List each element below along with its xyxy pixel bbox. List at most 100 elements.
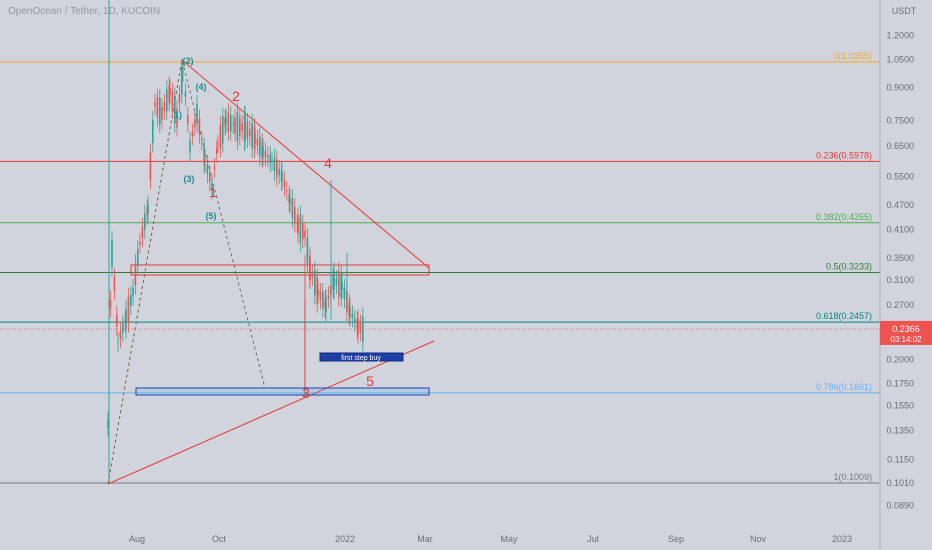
resistance-trendline: [181, 59, 430, 269]
candle-body: [341, 282, 343, 290]
candle-body: [201, 139, 203, 141]
candle-body: [314, 270, 316, 296]
candle-body: [251, 122, 253, 149]
candle-body: [198, 118, 201, 135]
candle-body: [325, 298, 327, 313]
candle-body: [259, 136, 261, 157]
candle-body: [189, 140, 191, 153]
wave-label: 3: [302, 385, 310, 401]
candle-body: [196, 103, 198, 124]
candle-body: [149, 152, 152, 180]
y-tick-label: 0.2000: [886, 354, 914, 364]
candle-body: [322, 291, 324, 309]
candle-body: [286, 190, 288, 192]
candle-body: [351, 314, 354, 319]
candle-body: [134, 263, 137, 286]
candle-body: [152, 119, 154, 144]
x-tick-label: 2022: [335, 534, 355, 544]
candle-body: [302, 223, 304, 240]
fib-label: 0.236(0.5978): [816, 150, 872, 160]
x-tick-label: Jul: [587, 534, 599, 544]
candle-body: [304, 230, 306, 238]
resistance-zone-box: [130, 264, 430, 276]
y-tick-label: 1.0500: [886, 54, 914, 64]
candle-body: [125, 309, 127, 330]
y-tick-label: 0.4100: [886, 225, 914, 235]
y-tick-label: 0.2700: [886, 300, 914, 310]
candle-body: [289, 197, 291, 205]
candle-body: [271, 160, 273, 162]
candle-body: [354, 318, 356, 323]
candle-body: [264, 151, 267, 158]
candle-body: [116, 314, 118, 327]
candle-body: [273, 157, 276, 172]
candle-body: [219, 124, 222, 149]
candle-body: [217, 143, 219, 145]
candle-body: [174, 95, 176, 124]
candle-body: [262, 146, 264, 157]
wave-label: 2: [232, 88, 240, 104]
y-tick-label: 0.1750: [886, 378, 914, 388]
candle-body: [119, 330, 122, 339]
candle-body: [141, 226, 144, 239]
candle-body: [309, 258, 311, 280]
y-tick-label: 0.6500: [886, 141, 914, 151]
candle-body: [256, 138, 259, 146]
candle-body: [216, 148, 218, 154]
candle-body: [144, 214, 146, 230]
candle-body: [187, 115, 189, 124]
candle-body: [283, 180, 286, 187]
x-tick-label: Nov: [750, 534, 767, 544]
fib-label: 0.5(0.3233): [826, 261, 872, 271]
candle-body: [209, 174, 211, 182]
y-tick-label: 0.1150: [887, 454, 914, 464]
fib-label: 0.618(0.2457): [816, 311, 872, 321]
last-price-countdown: 03:14:02: [890, 335, 922, 344]
candle-body: [254, 132, 256, 144]
candle-body: [278, 168, 280, 175]
candle-body: [178, 94, 181, 103]
candle-body: [333, 270, 335, 290]
y-tick-label: 1.2000: [886, 30, 914, 40]
candle-body: [184, 91, 187, 97]
candle-body: [234, 118, 236, 133]
candle-body: [291, 198, 294, 219]
candle-body: [362, 316, 364, 343]
candle-body: [113, 276, 116, 291]
candle-body: [227, 112, 230, 132]
candle-body: [239, 117, 241, 136]
candle-body: [211, 183, 213, 190]
y-tick-label: 0.3500: [886, 253, 914, 263]
y-tick-label: 0.3100: [886, 275, 914, 285]
candle-body: [109, 299, 112, 309]
x-tick-label: May: [500, 534, 518, 544]
candle-body: [269, 154, 271, 163]
wave-path-dashed: [107, 59, 266, 485]
last-price-value: 0.2366: [892, 324, 920, 334]
subwave-label: (3): [184, 174, 195, 184]
wave-label: 1: [209, 184, 217, 200]
last-price-tag: [880, 320, 932, 345]
candle-body: [244, 114, 246, 142]
candle-body: [232, 123, 234, 125]
x-tick-label: 2023: [832, 534, 852, 544]
y-tick-label: 0.7500: [886, 115, 914, 125]
y-tick-label: 0.9000: [886, 82, 914, 92]
candle-body: [213, 167, 216, 169]
subwave-label: (4): [196, 82, 207, 92]
candle-body: [222, 116, 224, 144]
wave-label: 5: [366, 373, 374, 389]
candle-body: [276, 159, 278, 178]
subwave-label: (2): [183, 56, 194, 66]
candle-body: [294, 207, 296, 224]
candle-body: [249, 128, 251, 137]
candle-body: [176, 109, 178, 128]
candle-body: [130, 294, 132, 306]
support-trendline: [107, 340, 435, 485]
candle-body: [147, 204, 149, 213]
fib-label: 0.382(0.4255): [816, 212, 872, 222]
fib-label: 0(1.0355): [833, 51, 872, 61]
y-axis-unit: USDT: [892, 6, 917, 16]
